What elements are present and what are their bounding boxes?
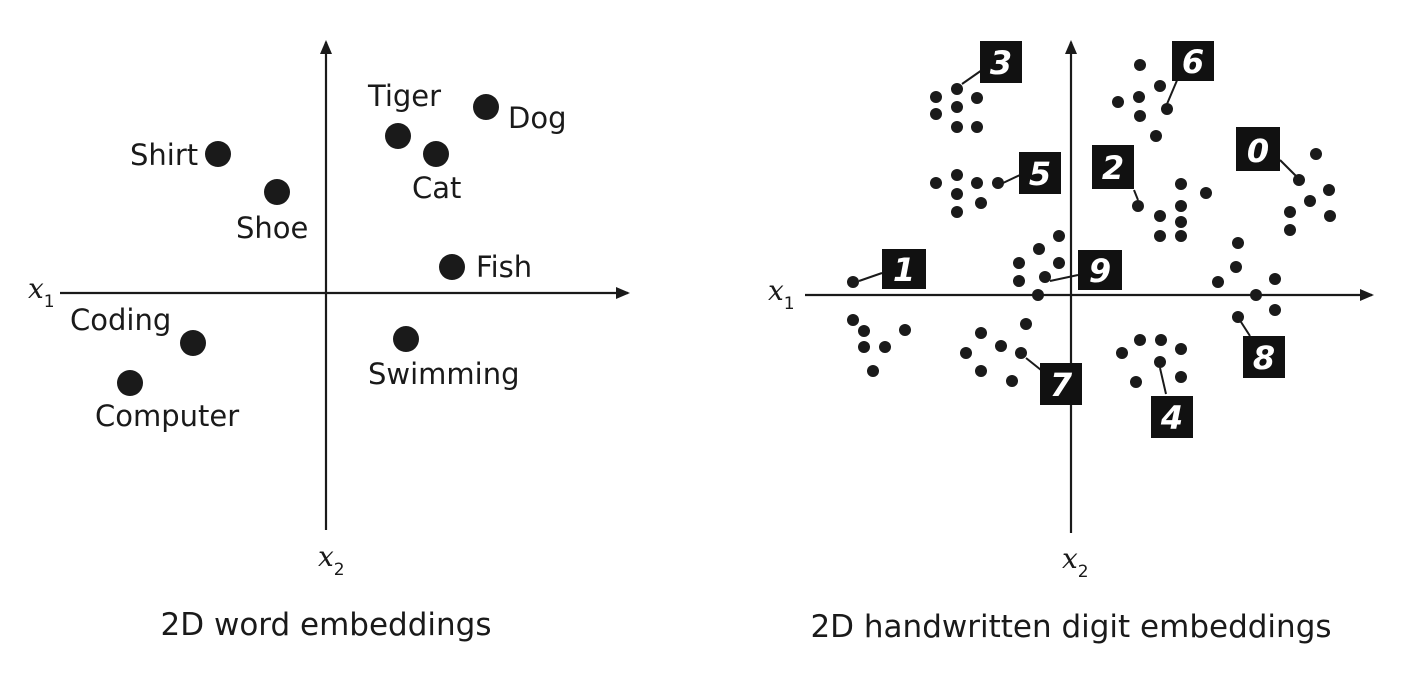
digit-thumbnail-1: 1: [882, 249, 926, 289]
svg-text:7: 7: [1050, 366, 1073, 404]
right-caption: 2D handwritten digit embeddings: [810, 609, 1331, 645]
svg-text:1: 1: [893, 251, 915, 289]
digit-thumbnail-8: 8: [1243, 336, 1285, 378]
svg-text:0: 0: [1247, 132, 1269, 170]
left-x2-label: x2: [318, 540, 345, 580]
word-dot-tiger: [385, 123, 411, 149]
svg-text:9: 9: [1089, 252, 1111, 290]
word-dot-cat: [423, 141, 449, 167]
svg-text:8: 8: [1253, 339, 1275, 377]
word-label-computer: Computer: [95, 399, 239, 433]
word-dot-shirt: [205, 141, 231, 167]
word-dot-swimming: [393, 326, 419, 352]
word-label-cat: Cat: [412, 171, 461, 205]
digit-cluster-4: [1116, 334, 1187, 395]
right-x2-label: x2: [1062, 542, 1089, 582]
digit-cluster-3: [930, 69, 983, 133]
digit-cluster-7: [960, 318, 1042, 387]
digit-thumbnail-5: 5: [1019, 152, 1061, 194]
svg-text:3: 3: [990, 44, 1012, 82]
digit-thumbnail-6: 6: [1172, 41, 1214, 81]
digit-cluster-9: [1013, 230, 1079, 301]
digit-thumbnail-3: 3: [980, 41, 1022, 83]
left-caption: 2D word embeddings: [161, 607, 492, 643]
digit-thumbnail-4: 4: [1151, 396, 1193, 438]
word-dot-computer: [117, 370, 143, 396]
word-label-shoe: Shoe: [236, 211, 308, 245]
word-dot-dog: [473, 94, 499, 120]
word-label-dog: Dog: [508, 101, 566, 135]
digit-thumbnail-0: 0: [1236, 127, 1280, 171]
digit-cluster-5: [930, 169, 1021, 218]
digit-embeddings-panel: x1 x2 3 6: [768, 40, 1374, 645]
svg-text:6: 6: [1182, 43, 1204, 81]
digit-cluster-2: [1132, 178, 1212, 242]
digit-thumbnail-2: 2: [1092, 145, 1134, 189]
svg-text:5: 5: [1029, 155, 1051, 193]
word-label-shirt: Shirt: [130, 138, 198, 172]
svg-text:4: 4: [1160, 399, 1183, 437]
word-label-tiger: Tiger: [367, 79, 441, 113]
word-label-swimming: Swimming: [368, 357, 520, 391]
word-dot-coding: [180, 330, 206, 356]
word-dot-shoe: [264, 179, 290, 205]
svg-text:2: 2: [1102, 149, 1124, 187]
word-label-fish: Fish: [476, 250, 532, 284]
digit-cluster-6: [1112, 59, 1179, 142]
digit-cluster-1: [847, 272, 911, 377]
digit-cluster-0: [1279, 148, 1336, 236]
right-x1-label: x1: [768, 274, 795, 314]
digit-thumbnail-7: 7: [1040, 363, 1082, 405]
word-dot-fish: [439, 254, 465, 280]
digit-thumbnail-9: 9: [1078, 250, 1122, 290]
left-x1-label: x1: [28, 272, 55, 312]
word-label-coding: Coding: [70, 303, 171, 337]
word-embeddings-panel: x1 x2 Tiger Dog Cat Shirt Shoe Fish Codi…: [28, 40, 630, 643]
digit-cluster-8: [1212, 237, 1281, 337]
